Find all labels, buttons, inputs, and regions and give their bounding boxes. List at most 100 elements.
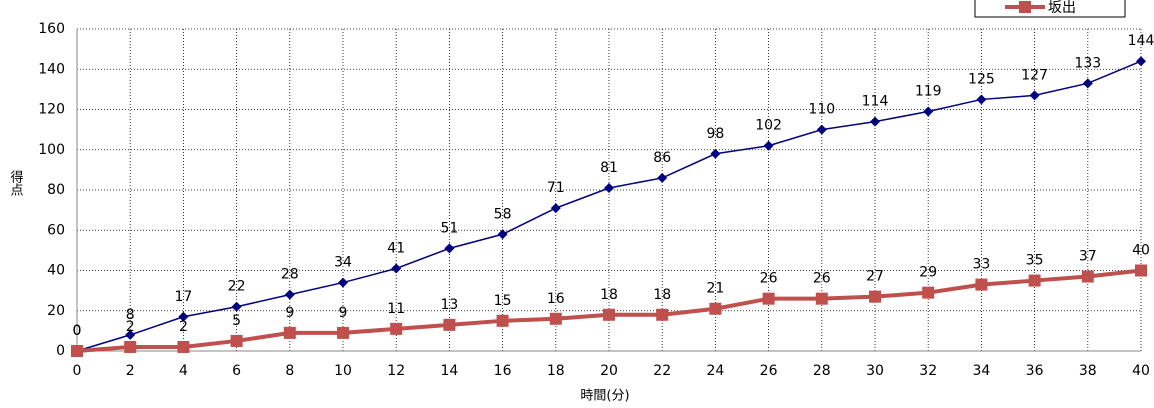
y-tick-label: 120 bbox=[38, 102, 65, 118]
data-label: 81 bbox=[600, 160, 618, 176]
legend-label: 坂出 bbox=[1048, 0, 1076, 16]
y-tick-label: 40 bbox=[47, 263, 65, 279]
marker bbox=[444, 243, 455, 254]
data-label: 35 bbox=[1026, 253, 1044, 269]
y-tick-label: 160 bbox=[38, 21, 65, 37]
marker bbox=[125, 329, 136, 340]
x-tick-label: 24 bbox=[706, 363, 724, 379]
x-tick-label: 8 bbox=[285, 363, 294, 379]
marker bbox=[815, 292, 828, 305]
y-tick-label: 0 bbox=[56, 343, 65, 359]
marker bbox=[1029, 90, 1040, 101]
data-label: 41 bbox=[387, 240, 405, 256]
data-label: 110 bbox=[808, 102, 835, 118]
data-label: 27 bbox=[866, 269, 884, 285]
x-tick-label: 22 bbox=[653, 363, 671, 379]
x-tick-label: 26 bbox=[760, 363, 778, 379]
data-label: 2 bbox=[126, 319, 135, 335]
marker bbox=[390, 322, 403, 335]
marker bbox=[337, 326, 349, 339]
marker bbox=[922, 286, 935, 299]
x-tick-label: 14 bbox=[440, 363, 458, 379]
x-tick-label: 4 bbox=[179, 363, 188, 379]
data-label: 28 bbox=[281, 267, 299, 283]
marker bbox=[231, 301, 242, 312]
y-tick-label: 60 bbox=[47, 222, 65, 238]
marker bbox=[338, 277, 348, 288]
data-label: 34 bbox=[334, 255, 352, 271]
marker bbox=[284, 289, 295, 300]
data-label: 17 bbox=[174, 289, 192, 305]
data-label: 18 bbox=[653, 287, 671, 303]
data-label: 144 bbox=[1128, 33, 1154, 49]
x-tick-label: 30 bbox=[866, 363, 884, 379]
marker bbox=[178, 311, 189, 322]
data-label: 102 bbox=[755, 118, 782, 134]
data-label: 15 bbox=[494, 293, 512, 309]
x-tick-label: 40 bbox=[1132, 363, 1150, 379]
data-label: 0 bbox=[73, 323, 82, 339]
y-axis-label: 得点 bbox=[8, 169, 24, 196]
data-label: 133 bbox=[1074, 55, 1101, 71]
data-label: 26 bbox=[760, 271, 778, 287]
marker bbox=[230, 334, 243, 347]
x-tick-label: 34 bbox=[972, 363, 990, 379]
data-label: 51 bbox=[440, 220, 458, 236]
marker bbox=[391, 263, 402, 274]
marker bbox=[177, 340, 190, 353]
marker bbox=[124, 340, 137, 353]
marker bbox=[976, 94, 987, 105]
data-label: 22 bbox=[228, 279, 246, 295]
data-label: 2 bbox=[179, 319, 188, 335]
x-tick-label: 12 bbox=[387, 363, 405, 379]
y-tick-label: 140 bbox=[38, 61, 65, 77]
data-label: 29 bbox=[919, 265, 937, 281]
marker bbox=[1082, 78, 1093, 89]
data-label: 114 bbox=[862, 94, 889, 110]
data-label: 119 bbox=[915, 84, 942, 100]
data-label: 21 bbox=[706, 281, 724, 297]
marker bbox=[443, 318, 456, 331]
x-tick-label: 20 bbox=[600, 363, 618, 379]
marker bbox=[870, 116, 880, 127]
data-label: 13 bbox=[440, 297, 458, 313]
marker bbox=[1136, 56, 1146, 67]
marker bbox=[496, 314, 509, 327]
data-label: 0 bbox=[73, 323, 82, 339]
data-label: 16 bbox=[547, 291, 565, 307]
data-label: 9 bbox=[339, 305, 348, 321]
data-label: 71 bbox=[547, 180, 565, 196]
marker bbox=[709, 302, 722, 315]
data-label: 98 bbox=[706, 126, 724, 142]
marker bbox=[975, 278, 988, 291]
marker bbox=[550, 203, 561, 214]
x-tick-label: 36 bbox=[1026, 363, 1044, 379]
marker bbox=[1019, 1, 1031, 13]
data-label: 9 bbox=[285, 305, 294, 321]
marker bbox=[710, 148, 721, 159]
marker bbox=[283, 326, 296, 339]
marker bbox=[762, 292, 775, 305]
x-tick-label: 16 bbox=[494, 363, 512, 379]
x-tick-label: 0 bbox=[73, 363, 82, 379]
data-label: 5 bbox=[232, 313, 241, 329]
data-label: 11 bbox=[387, 301, 405, 317]
marker bbox=[1028, 274, 1041, 287]
x-tick-label: 18 bbox=[547, 363, 565, 379]
data-label: 26 bbox=[813, 271, 831, 287]
data-label: 125 bbox=[968, 71, 995, 87]
x-tick-label: 10 bbox=[334, 363, 352, 379]
marker bbox=[923, 106, 934, 117]
x-axis-label: 時間(分) bbox=[580, 389, 629, 404]
x-tick-label: 32 bbox=[919, 363, 937, 379]
data-label: 86 bbox=[653, 150, 671, 166]
y-tick-label: 20 bbox=[47, 303, 65, 319]
y-tick-label: 100 bbox=[38, 142, 65, 158]
x-tick-label: 28 bbox=[813, 363, 831, 379]
marker bbox=[604, 182, 614, 193]
x-tick-label: 2 bbox=[126, 363, 135, 379]
marker bbox=[71, 345, 83, 357]
marker bbox=[657, 172, 668, 183]
data-label: 8 bbox=[126, 307, 135, 323]
